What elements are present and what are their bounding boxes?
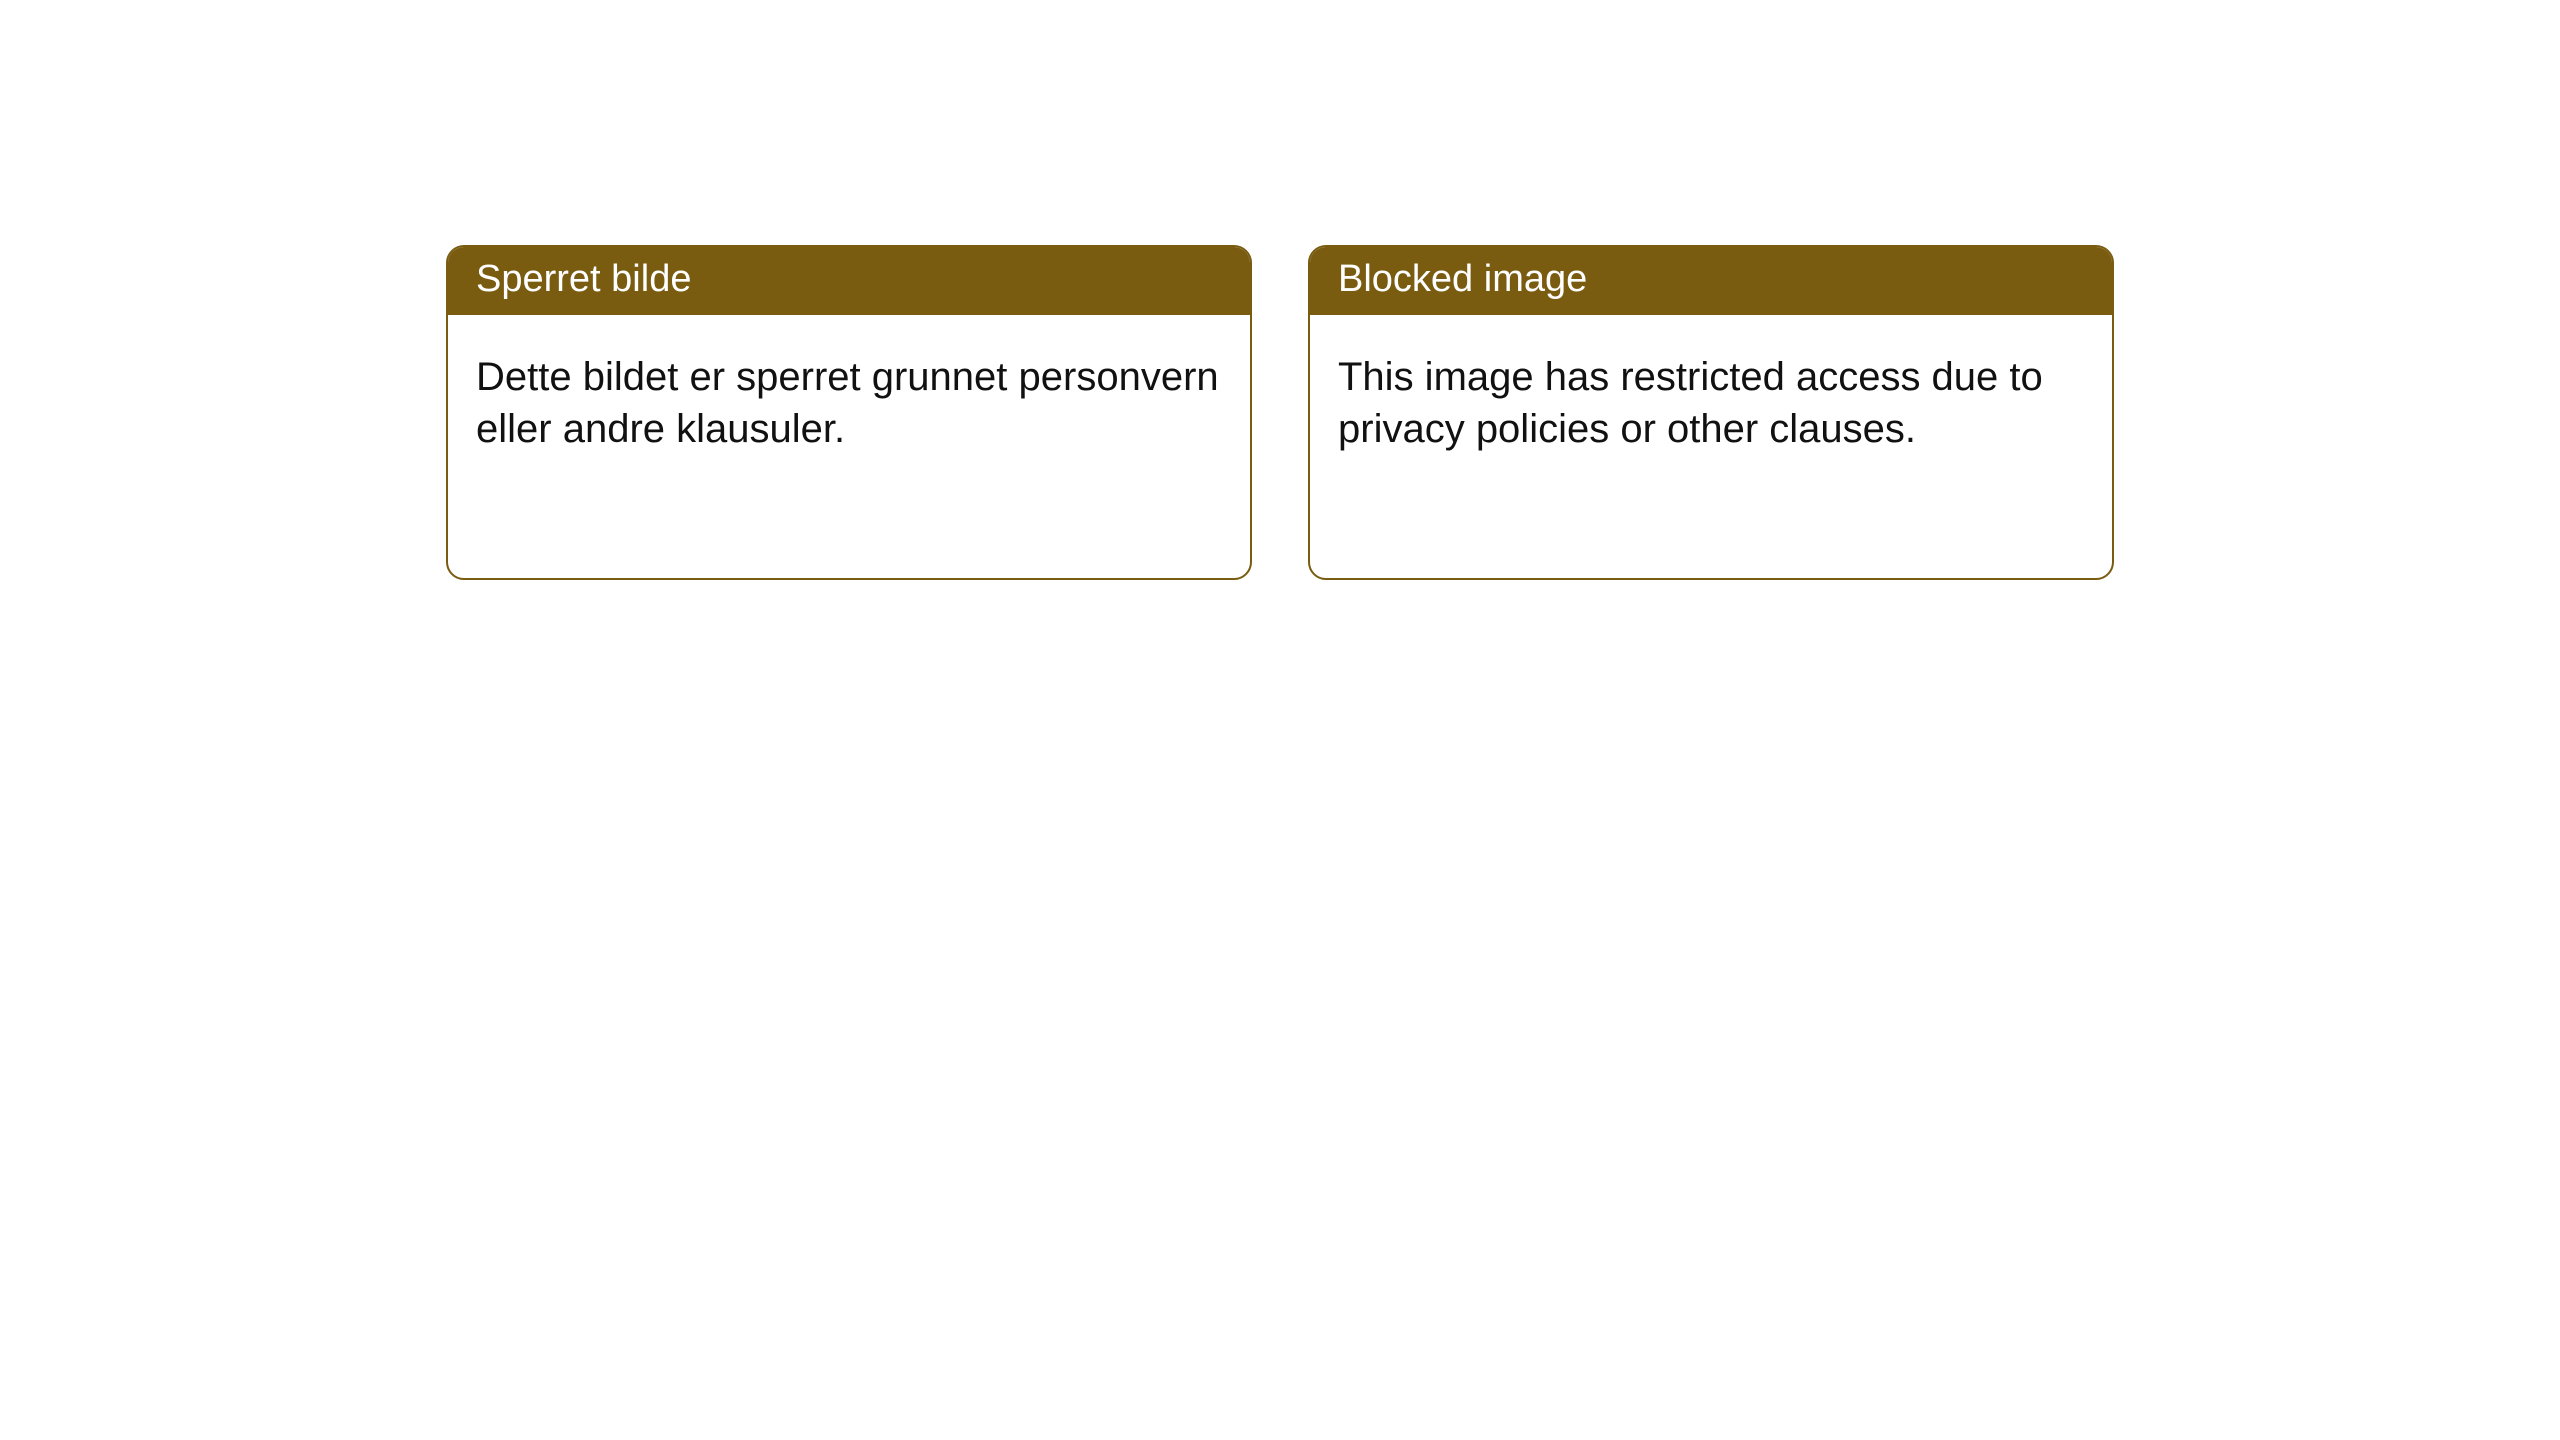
notice-header-no: Sperret bilde	[448, 247, 1250, 315]
notice-cards-container: Sperret bilde Dette bildet er sperret gr…	[0, 0, 2560, 580]
notice-card-en: Blocked image This image has restricted …	[1308, 245, 2114, 580]
notice-header-en: Blocked image	[1310, 247, 2112, 315]
notice-card-no: Sperret bilde Dette bildet er sperret gr…	[446, 245, 1252, 580]
notice-body-en: This image has restricted access due to …	[1310, 315, 2112, 491]
notice-body-no: Dette bildet er sperret grunnet personve…	[448, 315, 1250, 491]
